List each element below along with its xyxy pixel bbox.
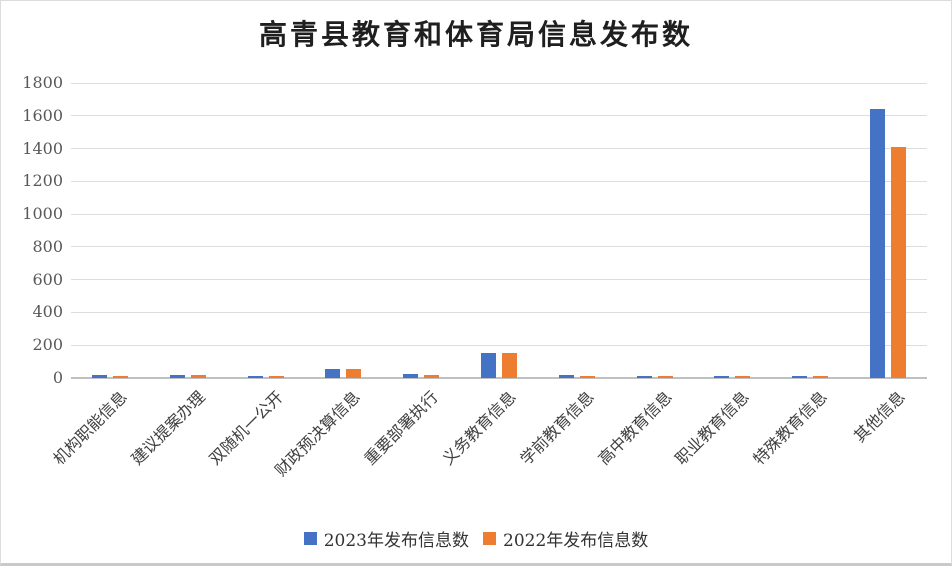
gridline-200	[71, 344, 927, 346]
bar-2022年发布信息数-重要部署执行	[424, 375, 440, 378]
legend-item-2023: 2023年发布信息数	[303, 526, 469, 551]
x-axis-line	[71, 377, 927, 379]
bar-2023年发布信息数-双随机一公开	[247, 376, 263, 378]
y-axis-tick-label: 1400	[22, 138, 63, 158]
x-axis-category-label: 义务教育信息	[438, 387, 520, 469]
gridline-1200	[71, 180, 927, 182]
bar-2023年发布信息数-建议提案办理	[169, 374, 185, 378]
chart-title: 高青县教育和体育局信息发布数	[258, 18, 693, 51]
x-axis-category-label: 学前教育信息	[516, 387, 598, 469]
y-axis-tick-label: 400	[32, 302, 63, 322]
bar-2022年发布信息数-财政预决算信息	[346, 369, 362, 378]
x-axis-category-label: 特殊教育信息	[749, 387, 832, 469]
legend-swatch-2023	[303, 532, 317, 545]
legend-label-2023: 2023年发布信息数	[323, 531, 469, 551]
y-axis-tick-label: 1600	[22, 105, 63, 125]
bar-2022年发布信息数-其他信息	[891, 146, 907, 378]
y-axis-tick-label: 600	[32, 269, 63, 289]
bar-2023年发布信息数-义务教育信息	[481, 352, 496, 378]
x-axis-category-label: 建议提案办理	[127, 387, 209, 469]
bar-2022年发布信息数-学前教育信息	[579, 376, 595, 378]
bar-2023年发布信息数-其他信息	[870, 109, 886, 378]
y-axis-tick-label: 800	[32, 236, 63, 256]
x-axis-category-label: 职业教育信息	[671, 387, 754, 469]
bar-2022年发布信息数-双随机一公开	[268, 376, 284, 378]
legend: 2023年发布信息数 2022年发布信息数	[1, 526, 951, 551]
gridline-600	[71, 279, 927, 281]
plot-area	[71, 82, 927, 379]
x-axis-category-label: 重要部署执行	[360, 387, 442, 469]
bar-2023年发布信息数-机构职能信息	[91, 374, 107, 378]
bar-2022年发布信息数-职业教育信息	[735, 376, 751, 378]
bar-2022年发布信息数-机构职能信息	[112, 376, 128, 378]
y-axis-tick-label: 1000	[22, 204, 63, 224]
bar-2023年发布信息数-职业教育信息	[714, 376, 730, 378]
bar-2023年发布信息数-重要部署执行	[403, 374, 419, 378]
bar-2022年发布信息数-建议提案办理	[190, 375, 206, 378]
y-axis-tick-label: 200	[32, 335, 63, 355]
bar-2023年发布信息数-高中教育信息	[636, 376, 652, 378]
bar-2023年发布信息数-特殊教育信息	[792, 376, 808, 378]
legend-swatch-2022	[483, 532, 496, 545]
y-axis-tick-label: 1800	[22, 73, 63, 92]
bar-2022年发布信息数-高中教育信息	[657, 376, 673, 378]
y-axis-tick-label: 0	[52, 368, 63, 387]
bar-2023年发布信息数-财政预决算信息	[325, 369, 341, 378]
legend-item-2022: 2022年发布信息数	[483, 526, 648, 551]
legend-label-2022: 2022年发布信息数	[503, 531, 649, 551]
y-axis-tick-label: 1200	[22, 171, 63, 191]
x-axis-category-label: 机构职能信息	[49, 387, 131, 469]
gridline-1800	[71, 82, 927, 84]
gridline-800	[71, 246, 927, 248]
bar-2022年发布信息数-义务教育信息	[502, 352, 517, 378]
x-axis-category-label: 双随机一公开	[204, 387, 287, 469]
bar-2023年发布信息数-学前教育信息	[558, 374, 574, 378]
x-axis-category-label: 财政预决算信息	[271, 387, 365, 480]
gridline-1400	[71, 148, 927, 150]
gridline-400	[71, 311, 927, 313]
x-axis-category-label: 其他信息	[850, 387, 909, 446]
x-axis-category-label: 高中教育信息	[594, 387, 676, 469]
gridline-1600	[71, 115, 927, 117]
bar-2022年发布信息数-特殊教育信息	[813, 376, 829, 378]
gridline-1000	[71, 213, 927, 215]
